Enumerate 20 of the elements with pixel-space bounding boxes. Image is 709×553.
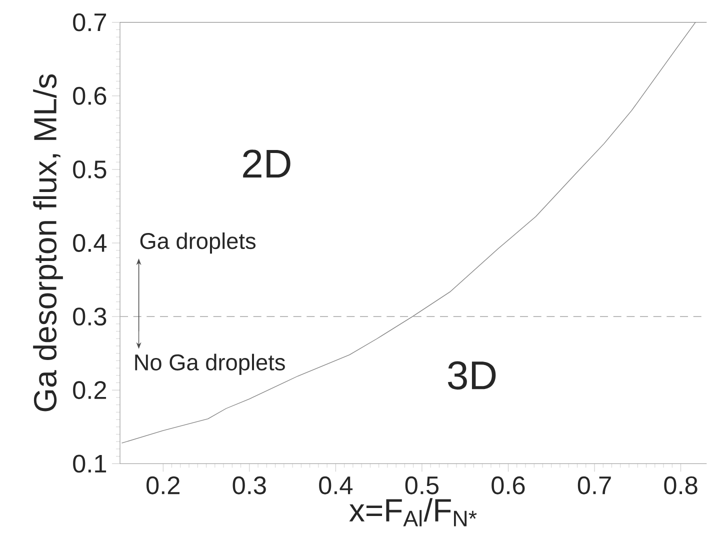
y-tick-label: 0.6 bbox=[73, 86, 106, 105]
annotation: 2D bbox=[243, 150, 290, 178]
x-tick-label: 0.5 bbox=[405, 476, 439, 494]
y-tick-label: 0.7 bbox=[73, 13, 106, 32]
x-tick-label: 0.3 bbox=[232, 476, 266, 494]
y-tick-label: 0.2 bbox=[73, 381, 106, 400]
x-tick-label: 0.6 bbox=[492, 476, 525, 494]
y-tick-label: 0.4 bbox=[73, 234, 107, 252]
annotation: No Ga droplets bbox=[135, 354, 285, 375]
y-tick-label: 0.5 bbox=[73, 160, 106, 178]
x-tick-label: 0.2 bbox=[146, 476, 180, 494]
x-tick-label: 0.4 bbox=[319, 476, 353, 494]
annotation: Ga droplets bbox=[140, 232, 256, 254]
x-axis-title: x=F$_{Al}$/F$_{N*}$ bbox=[349, 498, 477, 526]
y-tick-label: 0.1 bbox=[73, 454, 106, 473]
annotation: 3D bbox=[448, 361, 496, 390]
y-axis-title: Ga desorpton flux, ML/s bbox=[33, 74, 63, 412]
x-tick-label: 0.8 bbox=[664, 476, 698, 494]
y-tick-label: 0.3 bbox=[73, 308, 106, 326]
x-tick-label: 0.7 bbox=[578, 476, 611, 494]
